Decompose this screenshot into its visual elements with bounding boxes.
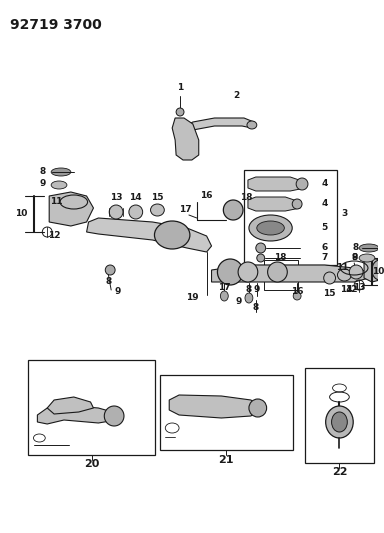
Text: 8: 8 [253, 303, 259, 312]
Text: 5: 5 [321, 223, 328, 232]
Ellipse shape [249, 399, 266, 417]
Text: 9: 9 [39, 180, 45, 189]
Ellipse shape [129, 205, 143, 219]
Polygon shape [364, 258, 384, 282]
Ellipse shape [51, 168, 71, 176]
Text: 11: 11 [336, 262, 349, 271]
Polygon shape [248, 177, 305, 191]
Text: 22: 22 [332, 467, 347, 477]
Text: 9: 9 [352, 254, 358, 262]
Bar [161, 375, 293, 450]
Text: 7: 7 [321, 254, 328, 262]
Ellipse shape [51, 181, 67, 189]
Ellipse shape [296, 178, 308, 190]
Text: 4: 4 [321, 199, 328, 208]
Text: 13: 13 [353, 284, 365, 293]
Text: 20: 20 [84, 459, 99, 469]
Text: 9: 9 [253, 286, 260, 295]
Text: 8: 8 [352, 244, 358, 253]
Polygon shape [86, 218, 212, 252]
Text: 15: 15 [323, 288, 336, 297]
Text: 8: 8 [105, 278, 111, 287]
Ellipse shape [324, 272, 336, 284]
Text: 3: 3 [341, 208, 348, 217]
Ellipse shape [372, 260, 384, 280]
Ellipse shape [247, 121, 257, 129]
Text: 9: 9 [115, 287, 121, 296]
Ellipse shape [331, 412, 347, 432]
Ellipse shape [245, 293, 253, 303]
Ellipse shape [257, 221, 284, 235]
Ellipse shape [104, 406, 124, 426]
Text: 1: 1 [177, 84, 183, 93]
Bar [244, 170, 338, 265]
Text: 18: 18 [240, 193, 252, 203]
Ellipse shape [326, 406, 353, 438]
Ellipse shape [256, 243, 266, 253]
Text: 8: 8 [351, 254, 358, 262]
Polygon shape [37, 405, 116, 424]
Polygon shape [49, 192, 93, 226]
Polygon shape [248, 197, 300, 211]
Ellipse shape [217, 259, 243, 285]
Bar [264, 260, 298, 290]
Text: 12: 12 [48, 230, 60, 239]
Ellipse shape [338, 269, 351, 281]
Ellipse shape [257, 254, 265, 262]
Text: 13: 13 [110, 193, 122, 203]
Text: 16: 16 [291, 287, 303, 296]
Ellipse shape [349, 265, 363, 279]
Ellipse shape [359, 254, 375, 262]
Polygon shape [172, 118, 199, 160]
Ellipse shape [109, 205, 123, 219]
Polygon shape [169, 395, 261, 418]
Ellipse shape [220, 291, 228, 301]
Text: 4: 4 [321, 180, 328, 189]
Text: 11: 11 [50, 198, 62, 206]
Text: 17: 17 [179, 206, 191, 214]
Ellipse shape [105, 265, 115, 275]
Text: 92719 3700: 92719 3700 [10, 18, 102, 32]
Ellipse shape [249, 215, 292, 241]
Text: 8: 8 [246, 286, 252, 295]
Text: 10: 10 [372, 268, 384, 277]
Ellipse shape [293, 292, 301, 300]
Polygon shape [212, 265, 369, 282]
Ellipse shape [268, 262, 287, 282]
Bar [305, 368, 374, 463]
Text: 14: 14 [129, 193, 142, 203]
Text: 21: 21 [218, 455, 234, 465]
Text: 2: 2 [233, 91, 239, 100]
Ellipse shape [359, 244, 379, 252]
Ellipse shape [176, 108, 184, 116]
Bar [28, 360, 156, 455]
Text: 15: 15 [151, 192, 164, 201]
Polygon shape [47, 397, 93, 414]
Text: 16: 16 [200, 190, 213, 199]
Ellipse shape [223, 200, 243, 220]
Ellipse shape [238, 262, 258, 282]
Text: 12: 12 [345, 285, 358, 294]
Text: 19: 19 [185, 294, 198, 303]
Ellipse shape [154, 221, 190, 249]
Text: 8: 8 [39, 167, 45, 176]
Ellipse shape [151, 204, 164, 216]
Text: 10: 10 [15, 209, 28, 219]
Text: 9: 9 [236, 297, 242, 306]
Text: 17: 17 [218, 284, 231, 293]
Polygon shape [182, 118, 254, 136]
Text: 14: 14 [340, 286, 353, 295]
Text: 6: 6 [321, 244, 328, 253]
Ellipse shape [292, 199, 302, 209]
Text: 18: 18 [274, 254, 287, 262]
